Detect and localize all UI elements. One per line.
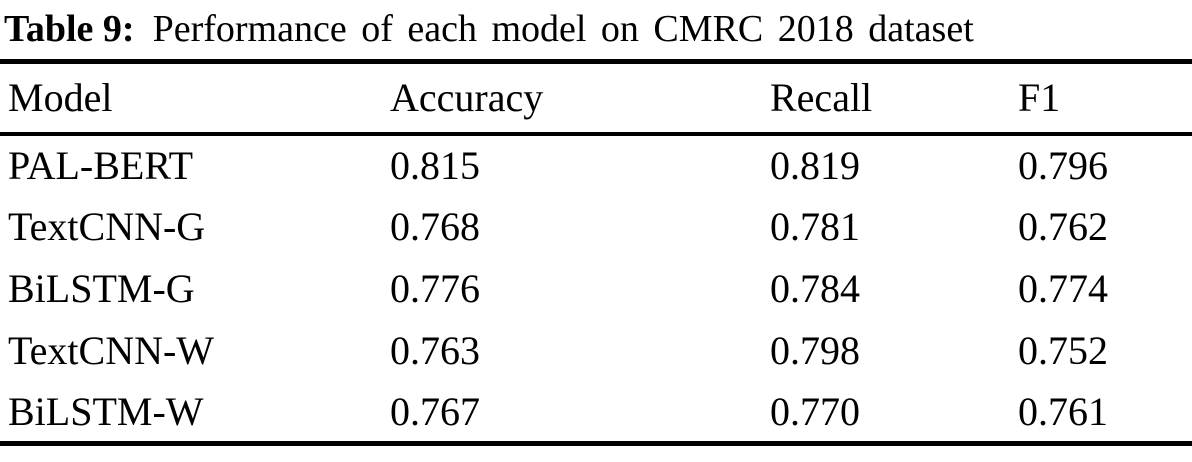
table-row: TextCNN-W 0.763 0.798 0.752: [0, 320, 1192, 382]
column-header-accuracy: Accuracy: [390, 75, 544, 121]
model-cell: PAL-BERT: [8, 143, 194, 188]
model-cell: BiLSTM-W: [8, 388, 204, 434]
table-row: BiLSTM-G 0.776 0.784 0.774: [0, 258, 1192, 320]
table-header-row: Model Accuracy Recall F1: [0, 62, 1192, 134]
recall-cell: 0.781: [770, 204, 860, 249]
column-header-model: Model: [8, 75, 113, 121]
model-cell: TextCNN-W: [8, 328, 215, 373]
f1-cell: 0.774: [1018, 266, 1108, 311]
performance-table: Model Accuracy Recall F1 PAL-BERT 0.815 …: [0, 59, 1192, 446]
accuracy-cell: 0.815: [390, 143, 480, 188]
accuracy-cell: 0.767: [390, 388, 480, 434]
table-caption-label: Table 9:: [4, 8, 135, 50]
model-cell: BiLSTM-G: [8, 266, 195, 311]
recall-cell: 0.819: [770, 143, 860, 188]
accuracy-cell: 0.763: [390, 328, 480, 373]
model-cell: TextCNN-G: [8, 204, 206, 249]
table-row: TextCNN-G 0.768 0.781 0.762: [0, 196, 1192, 258]
accuracy-cell: 0.776: [390, 266, 480, 311]
table-row: BiLSTM-W 0.767 0.770 0.761: [0, 382, 1192, 444]
f1-cell: 0.752: [1018, 328, 1108, 373]
table-caption-text: Performance of each model on CMRC 2018 d…: [152, 8, 974, 50]
accuracy-cell: 0.768: [390, 204, 480, 249]
f1-cell: 0.761: [1018, 388, 1108, 434]
f1-cell: 0.796: [1018, 143, 1108, 188]
table-caption: Table 9: Performance of each model on CMR…: [0, 0, 1192, 59]
recall-cell: 0.770: [770, 388, 860, 434]
column-header-f1: F1: [1018, 75, 1061, 121]
column-header-recall: Recall: [770, 75, 873, 121]
table-row: PAL-BERT 0.815 0.819 0.796: [0, 134, 1192, 196]
f1-cell: 0.762: [1018, 204, 1108, 249]
recall-cell: 0.798: [770, 328, 860, 373]
recall-cell: 0.784: [770, 266, 860, 311]
